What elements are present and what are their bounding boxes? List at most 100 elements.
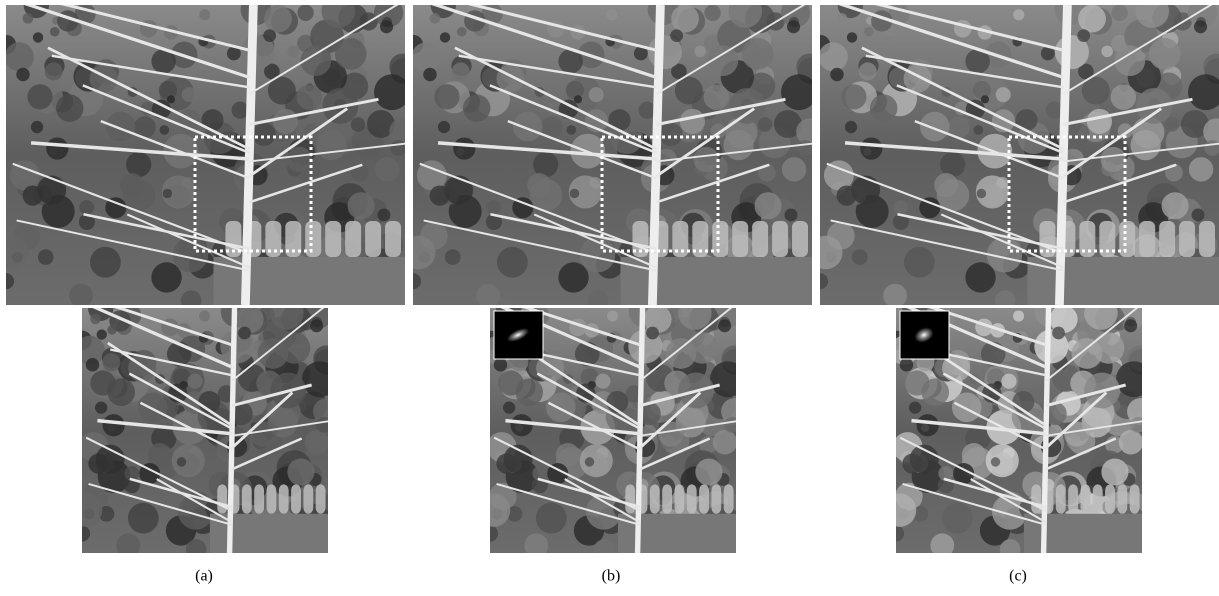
foliage — [181, 87, 197, 103]
kernel — [899, 310, 950, 360]
branch — [248, 107, 349, 178]
foliage — [6, 235, 29, 270]
foliage — [1013, 310, 1025, 322]
foliage — [437, 120, 451, 134]
foliage — [947, 116, 970, 139]
foliage — [999, 539, 1021, 553]
foliage — [82, 493, 103, 527]
roof-tile — [649, 484, 660, 514]
foliage — [176, 457, 187, 467]
foliage — [334, 38, 367, 70]
foliage — [1148, 38, 1181, 70]
foliage — [30, 120, 44, 134]
foliage — [235, 308, 264, 334]
foliage — [1077, 29, 1091, 43]
foliage — [665, 338, 697, 369]
foliage — [823, 160, 854, 191]
foliage — [82, 335, 105, 365]
branch — [249, 142, 405, 163]
foliage — [902, 453, 923, 474]
foliage — [851, 175, 881, 205]
foliage — [512, 111, 543, 142]
foliage — [904, 246, 935, 278]
foliage — [162, 188, 173, 199]
foliage — [264, 5, 292, 33]
branch — [639, 308, 733, 382]
roof-tile — [305, 221, 322, 257]
roof-tile — [1119, 221, 1136, 257]
foliage — [116, 533, 141, 553]
foliage — [226, 46, 241, 61]
foliage — [912, 506, 929, 522]
foliage — [78, 213, 95, 230]
foliage — [658, 421, 684, 447]
branch — [12, 162, 250, 255]
roof-tile — [792, 221, 809, 257]
foliage — [707, 45, 739, 77]
foliage — [55, 94, 84, 122]
foliage — [638, 101, 656, 119]
branch — [830, 219, 1064, 272]
foliage — [37, 249, 54, 265]
foliage — [606, 9, 618, 21]
roof-tile — [1199, 221, 1216, 257]
foliage — [166, 95, 176, 104]
branch — [110, 348, 233, 377]
zoom-box — [1007, 135, 1127, 253]
foliage — [310, 319, 324, 333]
zoom-box — [600, 135, 720, 253]
branch — [1045, 391, 1108, 449]
foliage — [883, 283, 907, 305]
foliage — [1116, 361, 1142, 398]
branch — [914, 120, 1064, 180]
roof-tile — [1117, 484, 1128, 514]
roof-tile — [772, 221, 789, 257]
foliage — [1188, 157, 1214, 182]
foliage — [44, 62, 63, 81]
foliage — [565, 80, 584, 100]
foliage — [535, 502, 567, 534]
foliage — [444, 249, 461, 265]
foliage — [82, 525, 91, 542]
foliage — [1101, 458, 1129, 486]
branch — [536, 372, 641, 430]
foliage — [1078, 5, 1106, 33]
branch — [419, 162, 657, 255]
roof-tile — [1129, 484, 1140, 514]
foliage — [723, 129, 754, 161]
caption: (b) — [602, 568, 621, 585]
roof-tile — [674, 484, 685, 514]
branch — [82, 84, 250, 154]
branch — [639, 420, 736, 437]
branch — [639, 437, 711, 471]
foliage — [486, 200, 502, 215]
roof-tile — [265, 221, 282, 257]
foliage — [908, 401, 922, 414]
branch — [92, 308, 233, 369]
foliage — [1100, 146, 1126, 173]
roof-tile — [625, 484, 636, 514]
foliage — [476, 283, 500, 305]
branch — [231, 437, 303, 471]
foliage — [510, 414, 533, 437]
branch — [911, 418, 1047, 436]
foliage — [1110, 84, 1137, 110]
foliage — [1124, 319, 1138, 333]
foliage — [297, 5, 314, 21]
foliage — [899, 358, 914, 372]
foliage — [286, 146, 312, 173]
foliage — [844, 120, 858, 134]
foliage — [573, 95, 583, 104]
foliage — [671, 63, 687, 80]
foliage — [270, 308, 304, 330]
foliage — [22, 13, 34, 24]
branch — [826, 162, 1064, 255]
branch — [97, 418, 233, 436]
branch — [656, 97, 786, 126]
foliage — [250, 421, 276, 447]
foliage — [180, 290, 202, 305]
foliage — [413, 235, 436, 270]
foliage — [568, 175, 602, 209]
foliage — [252, 122, 276, 146]
foliage — [851, 249, 868, 265]
